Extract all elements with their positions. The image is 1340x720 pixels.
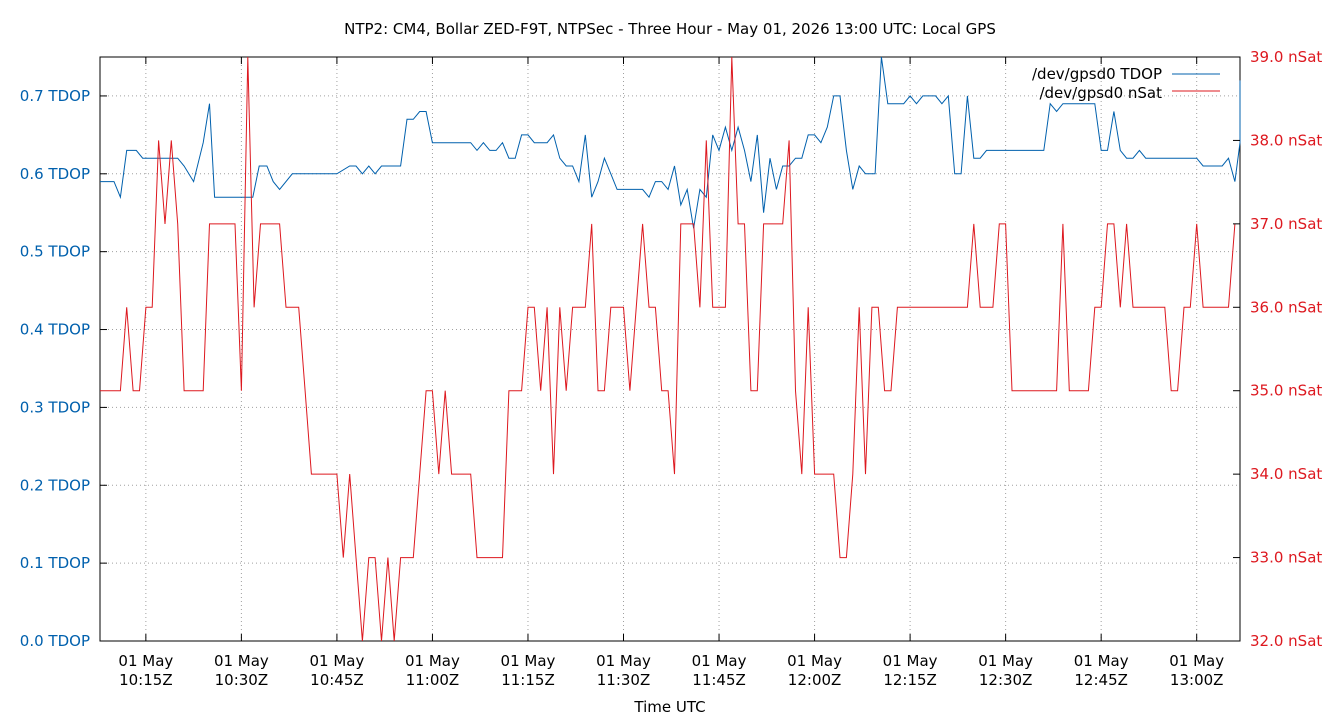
x-tick-label-time: 13:00Z [1170, 671, 1224, 689]
y-right-tick-label: 32.0 nSat [1250, 632, 1322, 650]
y-right-tick-label: 35.0 nSat [1250, 382, 1322, 400]
y-right-tick-label: 34.0 nSat [1250, 465, 1322, 483]
plot-area-border [99, 56, 1241, 642]
x-tick-label-time: 11:30Z [597, 671, 651, 689]
x-tick-label-time: 11:00Z [406, 671, 460, 689]
y-left-tick-label: 0.2 TDOP [20, 476, 90, 494]
x-tick-label-date: 01 May [501, 652, 556, 670]
x-tick-label-date: 01 May [1074, 652, 1129, 670]
x-tick-label-time: 10:30Z [215, 671, 269, 689]
y-right-tick-label: 33.0 nSat [1250, 549, 1322, 567]
x-tick-label-time: 12:15Z [883, 671, 937, 689]
chart-title: NTP2: CM4, Bollar ZED-F9T, NTPSec - Thre… [344, 20, 996, 38]
x-tick-label-time: 12:00Z [788, 671, 842, 689]
x-tick-label-date: 01 May [214, 652, 269, 670]
legend-label-tdop: /dev/gpsd0 TDOP [1032, 65, 1162, 83]
x-tick-label-date: 01 May [787, 652, 842, 670]
x-axis-label: Time UTC [633, 698, 705, 716]
x-tick-label-date: 01 May [692, 652, 747, 670]
x-tick-label-time: 11:15Z [501, 671, 555, 689]
y-left-tick-label: 0.3 TDOP [20, 398, 90, 416]
y-right-tick-label: 38.0 nSat [1250, 131, 1322, 149]
x-tick-label-date: 01 May [1169, 652, 1224, 670]
y-left-tick-label: 0.0 TDOP [20, 632, 90, 650]
y-left-tick-label: 0.6 TDOP [20, 165, 90, 183]
x-tick-label-date: 01 May [118, 652, 173, 670]
x-tick-label-time: 12:45Z [1074, 671, 1128, 689]
y-right-tick-label: 36.0 nSat [1250, 298, 1322, 316]
x-tick-label-time: 10:15Z [119, 671, 173, 689]
x-tick-label-date: 01 May [596, 652, 651, 670]
y-left-tick-label: 0.5 TDOP [20, 243, 90, 261]
x-tick-label-date: 01 May [978, 652, 1033, 670]
x-tick-label-date: 01 May [309, 652, 364, 670]
x-tick-label-date: 01 May [405, 652, 460, 670]
x-tick-label-time: 12:30Z [979, 671, 1033, 689]
legend-label-nsat: /dev/gpsd0 nSat [1039, 84, 1162, 102]
series-line-nsat [100, 56, 1236, 642]
x-tick-label-date: 01 May [883, 652, 938, 670]
x-tick-label-time: 10:45Z [310, 671, 364, 689]
grid-lines [100, 57, 1240, 641]
x-tick-label-time: 11:45Z [692, 671, 746, 689]
y-left-tick-label: 0.7 TDOP [20, 87, 90, 105]
y-right-tick-label: 37.0 nSat [1250, 215, 1322, 233]
y-right-tick-label: 39.0 nSat [1250, 48, 1322, 66]
y-left-tick-label: 0.4 TDOP [20, 321, 90, 339]
y-left-tick-label: 0.1 TDOP [20, 554, 90, 572]
series-layer [100, 56, 1241, 642]
legend: /dev/gpsd0 TDOP /dev/gpsd0 nSat [1032, 65, 1220, 102]
